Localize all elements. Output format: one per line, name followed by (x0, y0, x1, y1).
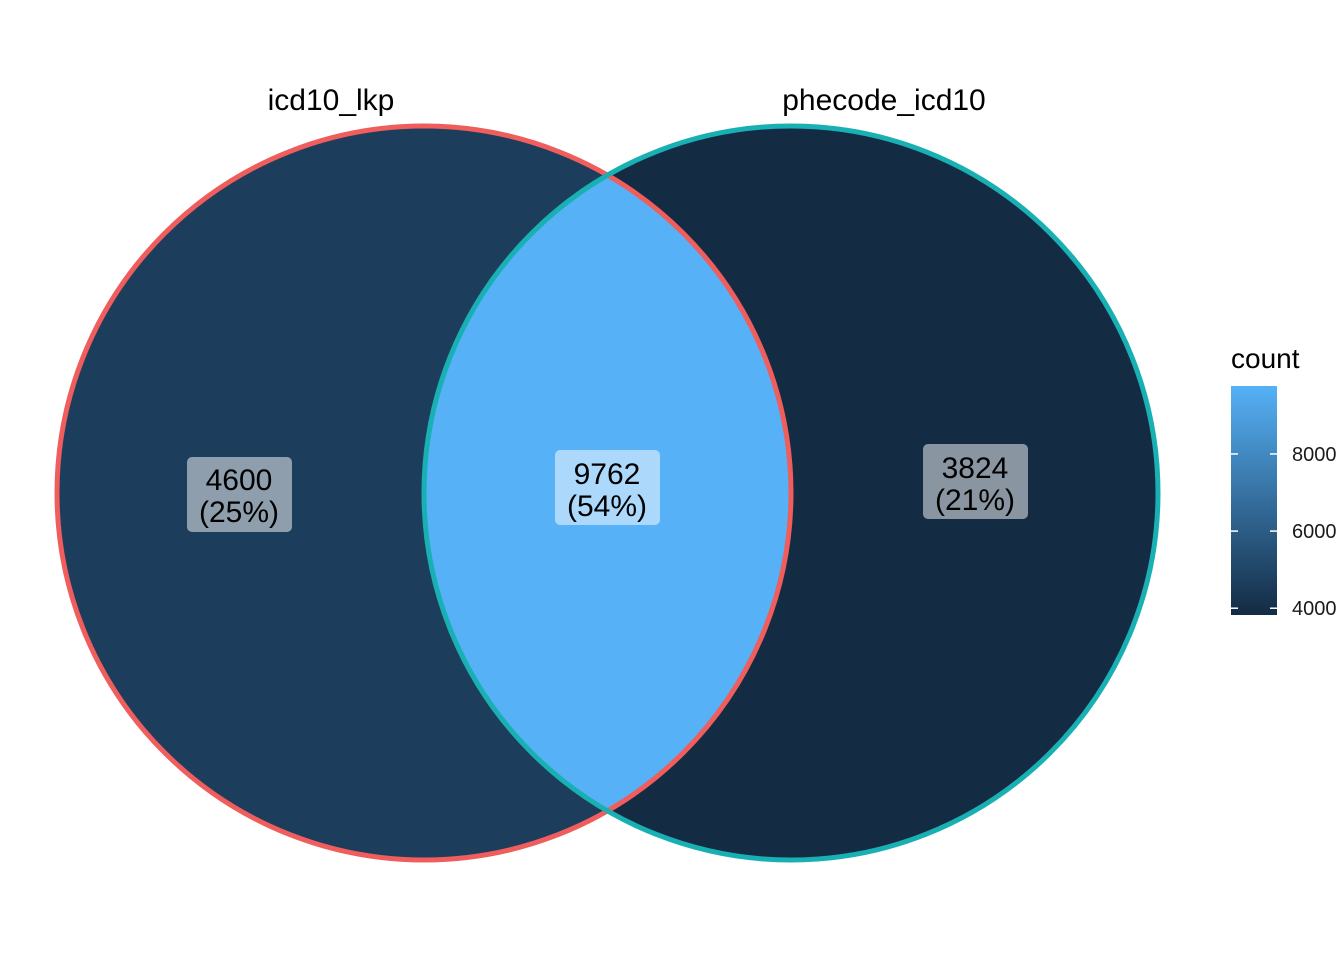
legend-tick-label: 6000 (1292, 521, 1337, 543)
label-box (555, 450, 660, 525)
set-title-icd10-lkp: icd10_lkp (268, 84, 395, 117)
legend-colorbar (1231, 386, 1277, 615)
count-label: 4600 (206, 464, 273, 497)
legend-title: count (1231, 343, 1300, 374)
label-box (923, 444, 1028, 519)
percent-label: (21%) (935, 484, 1015, 517)
region-label-phecode-icd10-only: 3824 (21%) (923, 444, 1028, 519)
legend: count 4000 6000 8000 (1231, 343, 1337, 620)
legend-tick-label: 8000 (1292, 444, 1337, 466)
legend-ticks: 4000 6000 8000 (1231, 444, 1337, 620)
label-box (187, 457, 292, 532)
count-label: 9762 (574, 458, 641, 491)
count-label: 3824 (942, 452, 1009, 485)
region-label-icd10-lkp-only: 4600 (25%) (187, 457, 292, 532)
region-label-intersection: 9762 (54%) (555, 450, 660, 525)
set-title-phecode-icd10: phecode_icd10 (782, 84, 986, 117)
percent-label: (54%) (567, 490, 647, 523)
set-outline-icd10-lkp (54, 123, 794, 863)
percent-label: (25%) (199, 496, 279, 529)
legend-tick-label: 4000 (1292, 598, 1337, 620)
set-outline-phecode-icd10 (421, 123, 1161, 863)
